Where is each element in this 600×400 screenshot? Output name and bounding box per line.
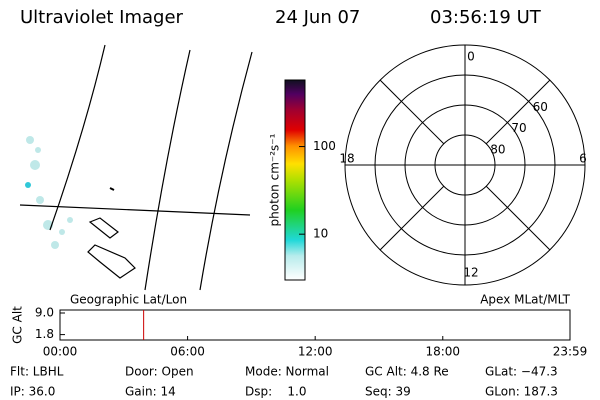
lat-ring xyxy=(404,104,526,226)
lat-ring xyxy=(374,74,556,256)
status-field: GLat: −47.3 xyxy=(485,365,558,379)
colorbar-label: photon cm⁻²s⁻¹ xyxy=(268,133,282,226)
x-tick-label: 18:00 xyxy=(425,345,460,359)
x-tick-label: 00:00 xyxy=(43,345,78,359)
mlt-line xyxy=(379,79,445,145)
map-label: Geographic Lat/Lon xyxy=(70,293,187,307)
status-field: GLon: 187.3 xyxy=(485,385,558,399)
status-field: Mode: Normal xyxy=(245,365,329,379)
mlt-line xyxy=(485,185,551,251)
map xyxy=(19,44,253,291)
y-axis-label: GC Alt xyxy=(11,306,25,344)
colorbar xyxy=(284,79,306,281)
mlt-label: 18 xyxy=(339,152,354,166)
x-tick-label: 06:00 xyxy=(170,345,205,359)
tick-label: 100 xyxy=(313,139,336,153)
lat-label: 60 xyxy=(533,100,548,114)
tick-label: 10 xyxy=(313,227,328,241)
mlt-label: 0 xyxy=(467,50,475,64)
mlt-label: 6 xyxy=(579,152,587,166)
status-field: GC Alt: 4.8 Re xyxy=(365,365,449,379)
status-field: IP: 36.0 xyxy=(10,385,55,399)
mlt-line xyxy=(379,185,445,251)
title: Ultraviolet Imager xyxy=(20,7,184,28)
status-field: Door: Open xyxy=(125,365,194,379)
mlt-label: 12 xyxy=(463,266,478,280)
date: 24 Jun 07 xyxy=(275,7,360,28)
mlt-line xyxy=(485,79,551,145)
lat-label: 70 xyxy=(511,121,526,135)
x-tick-label: 12:00 xyxy=(298,345,333,359)
status-field: Gain: 14 xyxy=(125,385,176,399)
map-label: Apex MLat/MLT xyxy=(480,293,570,307)
status-field: Seq: 39 xyxy=(365,385,411,399)
status-field: Dsp: 1.0 xyxy=(245,385,307,399)
x-tick-label: 23:59 xyxy=(553,345,588,359)
plot-frame xyxy=(59,309,571,341)
y-tick-label: 1.8 xyxy=(35,327,54,341)
status-field: Flt: LBHL xyxy=(10,365,64,379)
lat-ring xyxy=(434,134,496,196)
lat-label: 80 xyxy=(490,142,505,156)
y-tick-label: 9.0 xyxy=(35,306,54,320)
time: 03:56:19 UT xyxy=(430,7,542,28)
